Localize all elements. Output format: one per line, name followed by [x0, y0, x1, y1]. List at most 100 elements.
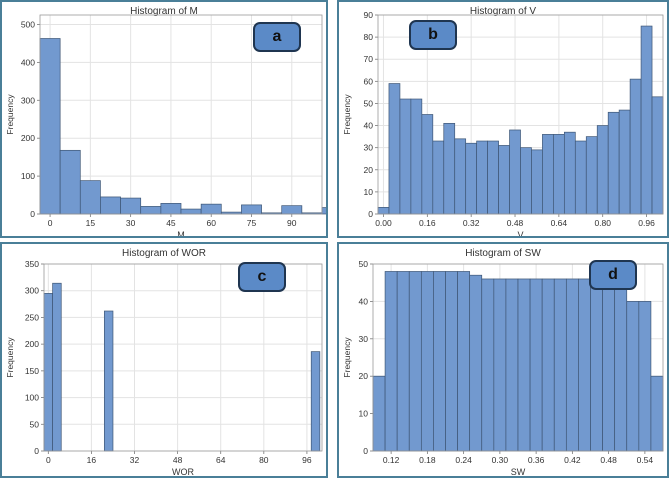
y-tick-label: 40	[364, 121, 374, 131]
x-tick-label: 0.42	[564, 455, 581, 465]
histogram-sw-chart: Histogram of SW 0 10 20 30 40 50 0.12 0.18 0.24 0.…	[342, 248, 664, 476]
histogram-bar	[120, 197, 142, 215]
histogram-bar	[565, 278, 579, 452]
y-tick-label: 20	[364, 165, 374, 175]
histogram-bar	[241, 204, 262, 215]
histogram-bar	[469, 274, 483, 452]
histogram-bar	[100, 196, 121, 215]
histogram-bar	[377, 207, 390, 215]
histogram-bar	[433, 271, 446, 452]
histogram-m-chart: Histogram of M 0 100 200 300 400 500 0 15 30 45 60 7…	[5, 6, 326, 236]
x-tick-label: 0.30	[492, 455, 509, 465]
x-tick-label: 0.54	[637, 455, 654, 465]
histogram-bar	[602, 278, 616, 452]
x-axis-label: SW	[511, 467, 526, 476]
panel-b: Histogram of V 0 10 20 30 40 50 60 70 80 90 0.00 0.1…	[337, 0, 669, 238]
histogram-v-chart: Histogram of V 0 10 20 30 40 50 60 70 80 90 0.00 0.1…	[342, 6, 664, 236]
histogram-bar	[553, 278, 567, 452]
x-tick-label: 48	[173, 455, 183, 465]
histogram-bar	[626, 301, 640, 452]
x-tick-label: 0.32	[463, 218, 480, 228]
x-tick-label: 0.36	[528, 455, 545, 465]
histogram-bar	[180, 208, 202, 215]
histogram-bar	[529, 278, 543, 452]
histogram-bar	[200, 203, 222, 215]
histogram-bar	[432, 140, 445, 215]
histogram-bar	[640, 25, 653, 215]
histogram-bar	[498, 145, 510, 215]
panel-a-label: a	[253, 22, 301, 52]
histogram-bar	[79, 180, 101, 215]
x-tick-label: 0	[46, 455, 51, 465]
histogram-bar	[578, 278, 591, 452]
histogram-bar	[281, 205, 303, 215]
y-tick-label: 0	[363, 446, 368, 456]
y-tick-label: 10	[364, 187, 374, 197]
histogram-bar	[43, 293, 53, 452]
x-tick-label: 80	[259, 455, 269, 465]
histogram-bar	[509, 129, 521, 215]
histogram-bar	[310, 351, 321, 452]
histogram-bar	[443, 122, 456, 215]
x-tick-label: 0.64	[551, 218, 568, 228]
panel-c-label: c	[238, 262, 286, 292]
histogram-bar	[596, 125, 609, 215]
chart-title: Histogram of M	[130, 6, 198, 17]
y-tick-label: 300	[25, 286, 39, 296]
y-tick-label: 50	[359, 259, 369, 269]
panel-c: Histogram of WOR 0 50 100 150 200 250 300 350 0 16…	[0, 242, 328, 478]
x-tick-label: 0.00	[375, 218, 392, 228]
x-tick-label: 75	[247, 218, 257, 228]
panel-d-label: d	[589, 260, 637, 290]
x-tick-label: 0.96	[638, 218, 655, 228]
histogram-bar	[541, 278, 555, 452]
histogram-bar	[542, 134, 554, 215]
histogram-bar	[421, 114, 434, 215]
histogram-bar	[372, 375, 386, 452]
y-tick-label: 60	[364, 76, 374, 86]
histogram-wor-chart: Histogram of WOR 0 50 100 150 200 250 300 350 0 16…	[5, 248, 323, 476]
histogram-bar	[457, 271, 471, 452]
y-tick-label: 20	[359, 371, 369, 381]
histogram-bar	[553, 134, 565, 215]
x-tick-label: 32	[130, 455, 140, 465]
histogram-bar	[481, 278, 495, 452]
x-tick-label: 30	[126, 218, 136, 228]
x-tick-label: 90	[287, 218, 297, 228]
x-tick-label: 0.48	[600, 455, 617, 465]
y-tick-label: 90	[364, 10, 374, 20]
histogram-bar	[607, 111, 620, 215]
chart-title: Histogram of WOR	[122, 248, 206, 259]
y-tick-label: 0	[368, 209, 373, 219]
y-tick-label: 70	[364, 54, 374, 64]
x-tick-label: 0	[48, 218, 53, 228]
x-tick-label: 0.24	[455, 455, 472, 465]
y-tick-label: 200	[25, 339, 39, 349]
histogram-bar	[408, 271, 422, 452]
x-tick-label: 15	[86, 218, 96, 228]
chart-title: Histogram of V	[470, 6, 536, 17]
histogram-bar	[574, 140, 587, 215]
histogram-bar	[39, 38, 61, 215]
y-tick-label: 300	[21, 95, 35, 105]
y-tick-label: 500	[21, 19, 35, 29]
y-tick-label: 30	[359, 334, 369, 344]
histogram-bar	[140, 206, 162, 215]
plot-frame	[39, 14, 323, 215]
histogram-bar	[396, 271, 410, 452]
x-tick-label: 0.18	[419, 455, 436, 465]
histogram-bar	[651, 96, 664, 215]
histogram-bar	[160, 203, 182, 215]
x-axis-label: V	[517, 230, 523, 236]
y-tick-label: 100	[25, 393, 39, 403]
y-tick-label: 100	[21, 171, 35, 181]
plot-frame	[377, 14, 664, 215]
x-tick-label: 0.16	[419, 218, 436, 228]
y-tick-label: 0	[34, 446, 39, 456]
y-tick-label: 350	[25, 259, 39, 269]
x-axis-label: WOR	[172, 467, 194, 476]
histogram-bar	[465, 142, 478, 215]
x-tick-label: 0.48	[507, 218, 524, 228]
histogram-bar	[517, 278, 531, 452]
y-tick-label: 150	[25, 366, 39, 376]
